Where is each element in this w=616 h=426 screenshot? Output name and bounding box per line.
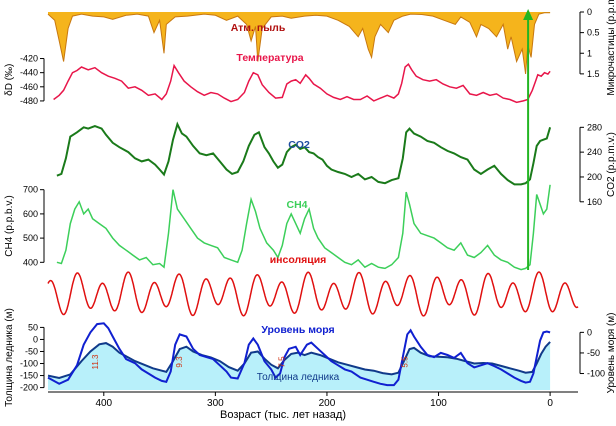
ice_thickness-tick-label: 50	[28, 322, 38, 332]
co2-title: CO2	[288, 139, 310, 151]
dust-tick-label: 0	[587, 7, 592, 17]
temperature-tick-label: -460	[20, 82, 38, 92]
annotation-label: 9.3	[175, 356, 184, 368]
temperature-tick-label: -440	[20, 68, 38, 78]
ch4-line	[56, 184, 551, 271]
dust-title: Атм. пыль	[231, 22, 286, 34]
dust-tick-label: 0.5	[587, 28, 600, 38]
temperature-line	[53, 63, 551, 104]
co2-tick-label: 280	[587, 122, 602, 132]
x-tick-label: 200	[319, 398, 336, 409]
sea_level-title: Уровень моря	[261, 324, 334, 336]
ice_thickness-tick-label: -200	[20, 383, 38, 393]
ice_thickness-tick-label: -50	[25, 346, 38, 356]
sea_level-tick-label: -50	[587, 348, 600, 358]
annotation-label: 5.5	[400, 356, 409, 368]
ch4-tick-label: 600	[23, 209, 38, 219]
co2-tick-label: 160	[587, 197, 602, 207]
co2-tick-label: 200	[587, 172, 602, 182]
ch4-title: CH4	[286, 199, 307, 211]
sea_level-tick-label: 0	[587, 327, 592, 337]
dust-tick-label: 1.5	[587, 69, 600, 79]
ch4-tick-label: 400	[23, 257, 38, 267]
dust-area	[48, 12, 551, 74]
co2-tick-label: 240	[587, 147, 602, 157]
temperature-axis-label: δD (‰)	[4, 64, 15, 96]
x-tick-label: 400	[95, 398, 112, 409]
annotation-label: 11.3	[91, 354, 100, 370]
ch4-axis-label: CH4 (p.p.b.v.)	[4, 195, 15, 257]
dust-axis-label: Микрочастицы (p.p.m.)	[606, 0, 616, 96]
temperature-title: Температура	[236, 52, 303, 64]
x-tick-label: 300	[207, 398, 224, 409]
dust-line	[47, 12, 551, 74]
ice_thickness-title: Толщина ледника	[257, 372, 340, 383]
ice_thickness-tick-label: -150	[20, 371, 38, 381]
co2-axis-label: CO2 (p.p.m.v.)	[606, 132, 616, 197]
ice_thickness-tick-label: 0	[33, 334, 38, 344]
temperature-tick-label: -480	[20, 96, 38, 106]
ice_thickness-tick-label: -100	[20, 359, 38, 369]
insolation-line	[47, 271, 579, 317]
ice-thickness-area	[48, 341, 551, 390]
sea-level-line	[47, 322, 551, 387]
present-arrow-head	[523, 9, 534, 20]
co2-line	[56, 121, 552, 186]
sea_level-tick-label: -100	[587, 369, 605, 379]
x-tick-label: 100	[430, 398, 447, 409]
dust-tick-label: 1	[587, 48, 592, 58]
annotation-label: 7.5	[278, 356, 287, 368]
insolation-title: инсоляция	[270, 254, 327, 266]
ch4-tick-label: 500	[23, 233, 38, 243]
ch4-tick-label: 700	[23, 185, 38, 195]
ice_thickness-axis-label: Толщина ледника (м)	[4, 308, 15, 407]
temperature-tick-label: -420	[20, 54, 38, 64]
x-tick-label: 0	[547, 398, 553, 409]
x-axis-label: Возраст (тыс. лет назад)	[220, 409, 346, 421]
sea_level-axis-label: Уровень моря (м)	[606, 312, 616, 393]
